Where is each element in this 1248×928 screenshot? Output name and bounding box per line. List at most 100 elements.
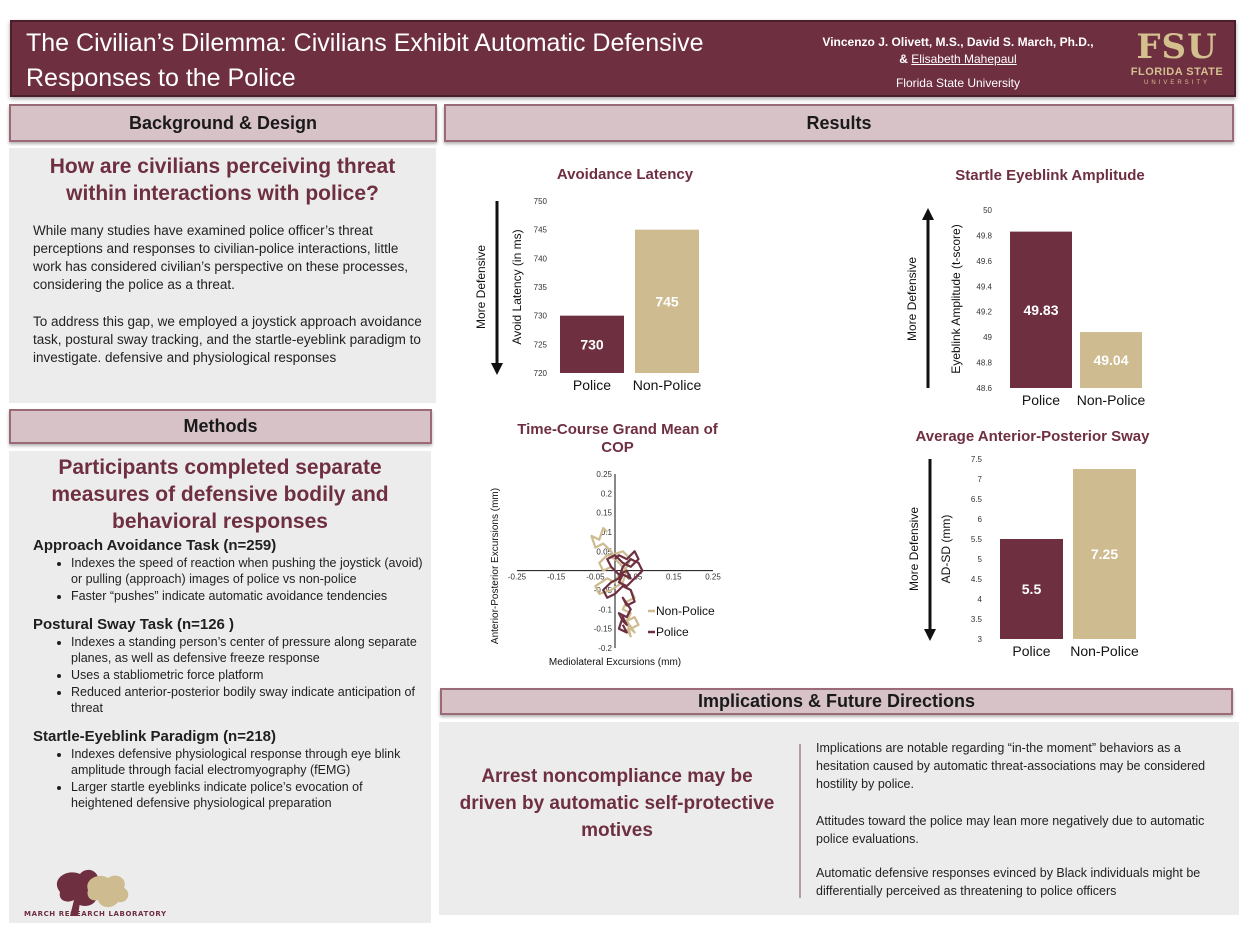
- bar: [560, 315, 624, 373]
- section-background: Background & Design: [9, 104, 437, 142]
- chart-title: Avoidance Latency: [556, 166, 694, 183]
- task-bullets: Indexes defensive physiological response…: [71, 746, 425, 811]
- divider: [799, 744, 801, 898]
- y-tick-label: 7: [978, 475, 983, 484]
- task-bullet: Indexes defensive physiological response…: [71, 746, 425, 778]
- authors-line2: & Elisabeth Mahepaul: [798, 51, 1118, 68]
- task-bullet: Reduced anterior-posterior bodily sway i…: [71, 684, 425, 716]
- chart-startle-eyeblink: Startle Eyeblink Amplitude More Defensiv…: [890, 160, 1190, 410]
- x-tick-label: 0.25: [705, 573, 721, 582]
- y-tick-label: 6.5: [971, 495, 983, 504]
- y-tick-label: -0.1: [598, 605, 612, 614]
- y-axis-label: Anterior-Posterior Excursions (mm): [490, 488, 501, 644]
- bar-data-label: 5.5: [1022, 581, 1042, 597]
- y-tick-label: 725: [534, 340, 548, 349]
- bar-data-label: 49.83: [1023, 302, 1058, 318]
- x-category-label: Non-Police: [1070, 643, 1139, 659]
- y-tick-label: 3.5: [971, 615, 983, 624]
- y-tick-label: 0.15: [596, 509, 612, 518]
- bar-data-label: 49.04: [1093, 352, 1128, 368]
- x-tick-label: 0.15: [666, 573, 682, 582]
- bar-data-label: 730: [580, 336, 604, 352]
- y-tick-label: 0.05: [596, 547, 612, 556]
- y-tick-label: 48.6: [976, 384, 992, 393]
- implication-point: Implications are notable regarding “in-t…: [816, 741, 1206, 791]
- legend-label: Police: [656, 625, 689, 639]
- y-tick-label: 0.25: [596, 470, 612, 479]
- chart-startle-eyeblink-svg: More Defensive Eyeblink Amplitude (t-scor…: [905, 206, 1146, 408]
- background-question: How are civilians perceiving threat with…: [49, 155, 396, 205]
- y-tick-label: 4: [978, 595, 983, 604]
- legend-label: Non-Police: [656, 604, 715, 618]
- chart-ap-sway-svg: More Defensive AD-SD (mm) 3 3.5 4 4.5 5 5.5 6 6.5…: [907, 455, 1139, 659]
- x-tick-label: -0.25: [508, 573, 527, 582]
- section-methods: Methods: [9, 409, 432, 444]
- poster-title: The Civilian’s Dilemma: Civilians Exhibi…: [26, 29, 704, 92]
- y-tick-label: 740: [534, 254, 548, 263]
- bar: [1010, 231, 1072, 388]
- y-tick-label: -0.15: [594, 625, 613, 634]
- implications-panel: Arrest noncompliance may be driven by au…: [439, 722, 1239, 915]
- chart-cop-svg: -0.25 -0.15 -0.05 0.05 0.15 0.250.250.20.150.…: [490, 470, 721, 668]
- authors: Vincenzo J. Olivett, M.S., David S. Marc…: [798, 34, 1118, 68]
- chart-title: Startle Eyeblink Amplitude: [955, 167, 1145, 184]
- x-category-label: Non-Police: [1077, 392, 1146, 408]
- chart-title: Average Anterior-Posterior Sway: [915, 428, 1150, 445]
- task-bullets: Indexes the speed of reaction when pushi…: [71, 555, 425, 604]
- y-tick-label: 49.2: [976, 308, 992, 317]
- chart-ap-sway: Average Anterior-Posterior Sway More Def…: [890, 420, 1190, 670]
- y-tick-label: 4.5: [971, 575, 983, 584]
- x-axis-label: Mediolateral Excursions (mm): [549, 657, 681, 668]
- task-bullet: Larger startle eyeblinks indicate police…: [71, 779, 425, 811]
- y-tick-label: 735: [534, 283, 548, 292]
- bar: [635, 229, 699, 373]
- task-bullet: Faster “pushes” indicate automatic avoid…: [71, 588, 425, 604]
- implication-point: Automatic defensive responses evinced by…: [816, 866, 1201, 898]
- task-bullets: Indexes a standing person’s center of pr…: [71, 634, 425, 716]
- authors-amp: &: [899, 52, 912, 66]
- chart-avoidance-latency-svg: More Defensive Avoid Latency (in ms) 720 72…: [474, 197, 702, 393]
- y-tick-label: 3: [978, 635, 983, 644]
- task-bullet: Indexes a standing person’s center of pr…: [71, 634, 425, 666]
- background-para2: To address this gap, we employed a joyst…: [33, 314, 422, 365]
- arrow-down-icon: [924, 629, 936, 641]
- y-tick-label: 7.5: [971, 455, 983, 464]
- y-axis-label: AD-SD (mm): [939, 515, 953, 584]
- section-results: Results: [444, 104, 1234, 142]
- methods-tasks: Approach Avoidance Task (n=259) Indexes …: [33, 537, 425, 811]
- section-implications: Implications & Future Directions: [440, 688, 1233, 715]
- y-tick-label: 50: [983, 206, 992, 215]
- university: Florida State University: [895, 76, 1021, 90]
- x-category-label: Non-Police: [633, 377, 702, 393]
- y-tick-label: 720: [534, 369, 548, 378]
- y-tick-label: 730: [534, 312, 548, 321]
- task-bullet: Indexes the speed of reaction when pushi…: [71, 555, 425, 587]
- background-panel: How are civilians perceiving threat with…: [9, 148, 436, 403]
- chart-avoidance-latency: Avoidance Latency More Defensive Avoid La…: [455, 160, 755, 400]
- y-tick-label: 750: [534, 197, 548, 206]
- task-title: Startle-Eyeblink Paradigm (n=218): [33, 728, 277, 745]
- bar-data-label: 7.25: [1091, 546, 1118, 562]
- x-tick-label: -0.05: [586, 573, 605, 582]
- y-tick-label: 0.2: [601, 489, 613, 498]
- bar: [1000, 539, 1063, 639]
- x-tick-label: -0.15: [547, 573, 566, 582]
- implication-point: Attitudes toward the police may lean mor…: [816, 814, 1205, 846]
- chart-cop: Time-Course Grand Mean of COP -0.25 -0.15…: [470, 418, 770, 673]
- fsu-logo-sub: FLORIDA STATE: [1130, 66, 1224, 78]
- author-underlined: Elisabeth Mahepaul: [911, 52, 1017, 66]
- side-label: More Defensive: [907, 507, 921, 591]
- y-tick-label: 5.5: [971, 535, 983, 544]
- fsu-logo-main: FSU: [1136, 27, 1218, 67]
- fsu-logo-sub2: UNIVERSITY: [1143, 80, 1210, 86]
- y-axis-label: Avoid Latency (in ms): [510, 229, 524, 344]
- y-tick-label: 6: [978, 515, 983, 524]
- lab-logo-icon: [56, 869, 129, 916]
- side-label: More Defensive: [474, 245, 488, 329]
- arrow-up-icon: [922, 208, 934, 220]
- arrow-down-icon: [491, 363, 503, 375]
- y-tick-label: 49: [983, 333, 992, 342]
- y-tick-label: 49.6: [976, 257, 992, 266]
- x-category-label: Police: [1012, 643, 1050, 659]
- bar: [1080, 332, 1142, 388]
